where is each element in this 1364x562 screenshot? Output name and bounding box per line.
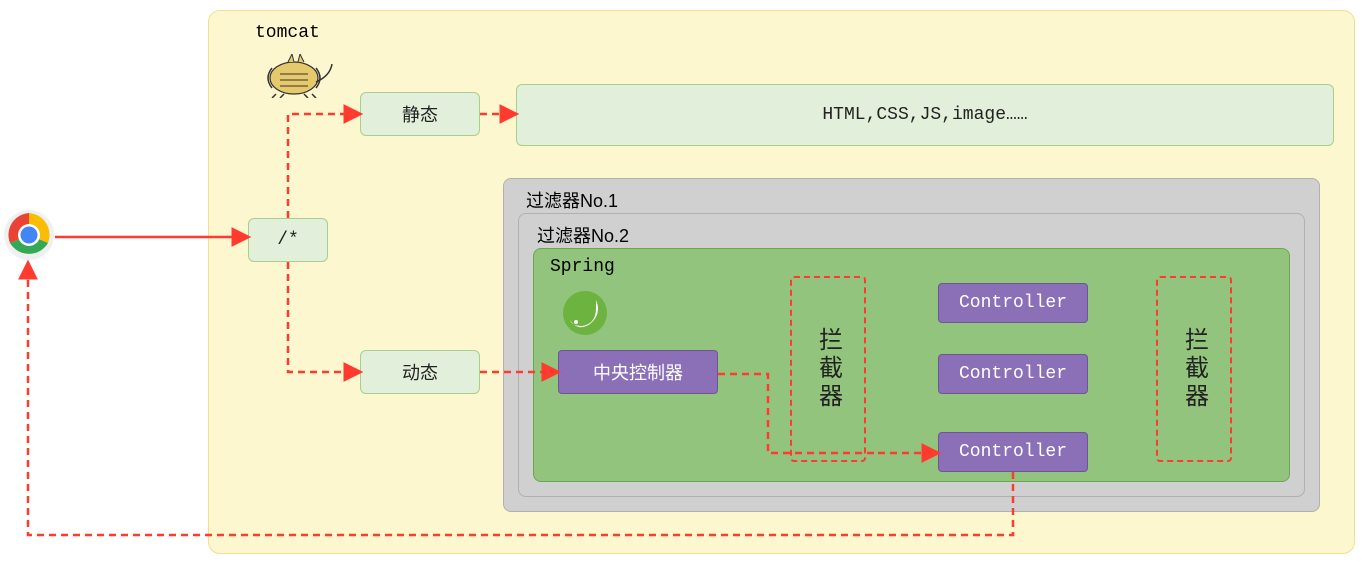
interceptor-right-label: 拦截器 (1177, 327, 1212, 411)
static-node-label: 静态 (402, 101, 438, 127)
static-res-node-label: HTML,CSS,JS,image…… (822, 105, 1027, 125)
interceptor-right: 拦截器 (1156, 276, 1232, 462)
static-node: 静态 (360, 92, 480, 136)
filter1-label: 过滤器No.1 (526, 187, 618, 213)
dynamic-node-label: 动态 (402, 359, 438, 385)
interceptor-left: 拦截器 (790, 276, 866, 462)
wildcard-node-label: /* (277, 230, 299, 250)
controller1-node: Controller (938, 283, 1088, 323)
controller3-node: Controller (938, 432, 1088, 472)
tomcat-label: tomcat (255, 23, 320, 43)
filter2-label: 过滤器No.2 (537, 222, 629, 248)
wildcard-node: /* (248, 218, 328, 262)
spring-label: Spring (550, 257, 615, 277)
chrome-icon (4, 210, 54, 260)
tomcat-icon (258, 54, 334, 98)
controller2-node: Controller (938, 354, 1088, 394)
controller1-label: Controller (959, 293, 1067, 313)
dynamic-node: 动态 (360, 350, 480, 394)
interceptor-left-label: 拦截器 (811, 327, 846, 411)
static-res-node: HTML,CSS,JS,image…… (516, 84, 1334, 146)
dispatcher-node-label: 中央控制器 (593, 359, 683, 385)
spring-icon (562, 290, 608, 336)
dispatcher-node: 中央控制器 (558, 350, 718, 394)
controller3-label: Controller (959, 442, 1067, 462)
controller2-label: Controller (959, 364, 1067, 384)
